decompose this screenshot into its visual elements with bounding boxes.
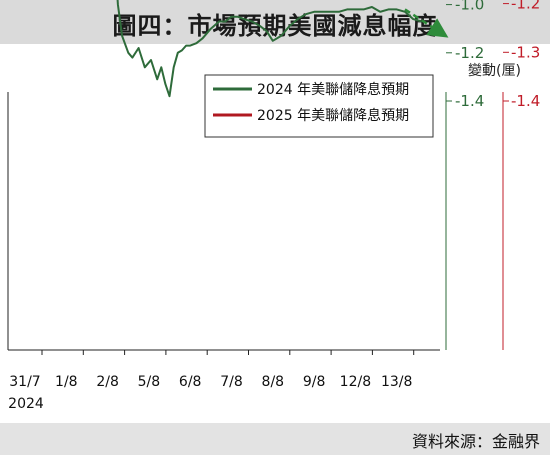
- x-year-label: 2024: [8, 396, 44, 412]
- x-tick-label: 1/8: [55, 374, 78, 390]
- legend: 2024 年美聯儲降息預期 2025 年美聯儲降息預期: [204, 74, 434, 138]
- x-tick-label: 2/8: [96, 374, 119, 390]
- y-tick-label-red: -1.3: [511, 43, 540, 61]
- x-tick-label: 8/8: [262, 374, 285, 390]
- chart-title: 圖四：市場預期美國減息幅度: [112, 12, 438, 40]
- chart-svg: 31/7 1/8 2/8 5/8 6/8 7/8 8/8 9/8 12/8 13/8 2024 -1.…: [7, 0, 540, 412]
- x-tick-label: 5/8: [138, 374, 161, 390]
- legend-label-2024: 2024 年美聯儲降息預期: [257, 81, 409, 98]
- y-tick-label-green: -1.2: [455, 44, 484, 62]
- x-tick-label: 6/8: [179, 374, 202, 390]
- unit-label: 變動(厘): [468, 63, 521, 79]
- x-tick-label: 31/7: [9, 374, 40, 390]
- y-tick-label-green: -1.4: [455, 92, 484, 110]
- annotations-group: [404, 8, 449, 38]
- legend-box: [204, 74, 434, 138]
- y-tick-label-red: -1.2: [511, 0, 540, 13]
- y-tick-label-green: -1.0: [455, 0, 484, 14]
- axes-group: 31/7 1/8 2/8 5/8 6/8 7/8 8/8 9/8 12/8 13/8 2024 -1.…: [7, 0, 540, 412]
- source-label: 資料來源：金融界: [411, 432, 540, 451]
- x-tick-label: 9/8: [303, 374, 326, 390]
- trend-arrow-2024: [404, 8, 449, 38]
- x-tick-label: 12/8: [340, 374, 371, 390]
- title-bar: 圖四：市場預期美國減息幅度: [0, 0, 550, 44]
- series-line-2024: [116, 0, 422, 98]
- x-tick-label: 7/8: [220, 374, 243, 390]
- y-tick-label-red: -1.4: [511, 92, 540, 110]
- footer-bar: 資料來源：金融界: [0, 423, 550, 455]
- legend-label-2025: 2025 年美聯儲降息預期: [257, 107, 409, 124]
- series-group: [116, 0, 422, 98]
- x-tick-label: 13/8: [381, 374, 412, 390]
